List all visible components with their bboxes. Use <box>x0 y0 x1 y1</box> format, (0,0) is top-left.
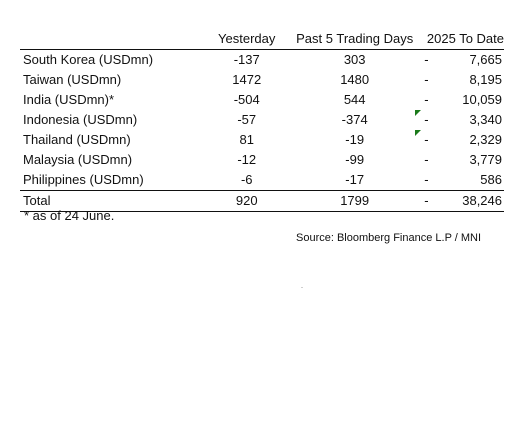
row-past5: 544 <box>343 92 366 107</box>
row-name: South Korea (USDmn) <box>23 52 154 67</box>
table-body: South Korea (USDmn) -137 303 - 7,665 Taiwan (… <box>20 50 504 191</box>
row-yesterday: -12 <box>237 152 257 167</box>
row-past5: -99 <box>345 152 365 167</box>
row-name: Indonesia (USDmn) <box>23 112 138 127</box>
equity-flows-table: Yesterday Past 5 Trading Days 2025 To Da… <box>20 29 504 212</box>
row-past5: -19 <box>345 132 365 147</box>
row-yesterday: -137 <box>233 52 260 67</box>
table-row: Philippines (USDmn) -6 -17 - 586 <box>20 170 504 191</box>
row-yesterday: -6 <box>240 172 253 187</box>
total-ytd: 38,246 <box>438 190 504 212</box>
total-row: Total 920 1799 - 38,246 <box>20 190 504 212</box>
total-past5: 1799 <box>294 190 415 212</box>
row-dash-with-comment-marker: - <box>414 110 439 130</box>
row-ytd: 2,329 <box>469 132 502 147</box>
header-row: Yesterday Past 5 Trading Days 2025 To Da… <box>20 29 504 50</box>
footnote: * as of 24 June. <box>24 208 115 223</box>
table-row: Taiwan (USDmn) 1472 1480 - 8,195 <box>20 70 504 90</box>
table-row: South Korea (USDmn) -137 303 - 7,665 <box>20 50 504 71</box>
row-ytd: 3,340 <box>469 112 502 127</box>
table-row: Malaysia (USDmn) -12 -99 - 3,779 <box>20 150 504 170</box>
header-ytd: 2025 To Date <box>414 29 504 50</box>
row-past5: 303 <box>343 52 366 67</box>
row-past5: 1480 <box>340 72 370 87</box>
table-row: Thailand (USDmn) 81 -19 - 2,329 <box>20 130 504 150</box>
header-yesterday: Yesterday <box>198 29 295 50</box>
row-name: Thailand (USDmn) <box>23 132 131 147</box>
row-dash: - <box>424 72 429 87</box>
row-dash-with-comment-marker: - <box>414 130 439 150</box>
header-name <box>20 29 199 50</box>
row-dash: - <box>424 152 429 167</box>
row-name: India (USDmn)* <box>23 92 115 107</box>
total-dash: - <box>414 190 439 212</box>
row-ytd: 10,059 <box>462 92 502 107</box>
row-dash: - <box>424 52 429 67</box>
row-past5: -374 <box>341 112 368 127</box>
row-name: Malaysia (USDmn) <box>23 152 133 167</box>
row-yesterday: 1472 <box>232 72 262 87</box>
row-ytd: 7,665 <box>469 52 502 67</box>
row-yesterday: -57 <box>237 112 257 127</box>
total-label: Total <box>20 190 199 212</box>
row-yesterday: -504 <box>233 92 260 107</box>
stray-mark <box>301 287 303 288</box>
row-ytd: 8,195 <box>469 72 502 87</box>
header-past5: Past 5 Trading Days <box>294 29 415 50</box>
table-row: Indonesia (USDmn) -57 -374 - 3,340 <box>20 110 504 130</box>
row-dash: - <box>424 172 429 187</box>
row-name: Philippines (USDmn) <box>23 172 144 187</box>
row-dash: - <box>424 92 429 107</box>
source-note: Source: Bloomberg Finance L.P / MNI <box>296 232 482 244</box>
row-name: Taiwan (USDmn) <box>23 72 122 87</box>
row-ytd: 3,779 <box>469 152 502 167</box>
total-yesterday: 920 <box>198 190 295 212</box>
table-row: India (USDmn)* -504 544 - 10,059 <box>20 90 504 110</box>
row-past5: -17 <box>345 172 365 187</box>
row-yesterday: 81 <box>239 132 254 147</box>
row-ytd: 586 <box>480 172 502 187</box>
